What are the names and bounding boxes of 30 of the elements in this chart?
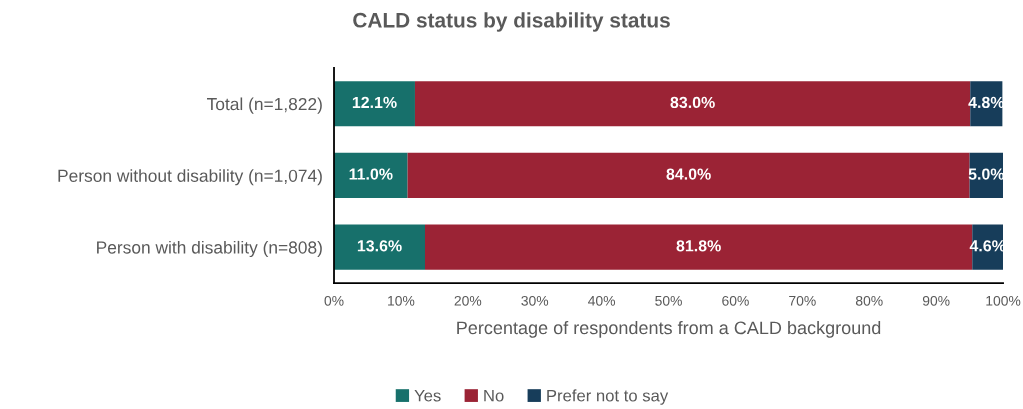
y-tick-label: Total (n=1,822) — [207, 97, 322, 114]
x-tick-label: 70% — [789, 295, 816, 306]
data-label: 12.1% — [352, 96, 397, 108]
x-tick-label: 50% — [655, 295, 682, 306]
x-tick-label: 30% — [521, 295, 549, 306]
x-tick-label: 20% — [454, 295, 482, 306]
legend-label: No — [484, 389, 504, 402]
data-label: 83.0% — [670, 96, 715, 109]
data-label: 84.0% — [666, 168, 711, 180]
y-tick-label: Person without disability (n=1,074) — [58, 169, 322, 186]
bar — [334, 152, 408, 199]
legend-label: Prefer not to say — [547, 389, 669, 405]
x-tick-label: 60% — [722, 295, 749, 306]
chart-title: CALD status by disability status — [353, 12, 670, 32]
x-tick-label: 80% — [855, 295, 883, 306]
x-tick-label: 40% — [588, 295, 616, 306]
data-label: 81.8% — [676, 240, 721, 252]
bar — [334, 81, 415, 127]
x-tick-label: 90% — [922, 295, 950, 306]
bar — [334, 224, 425, 270]
y-tick-label: Person with disability (n=808) — [97, 240, 322, 258]
bar — [407, 152, 970, 199]
legend-label: Yes — [414, 389, 441, 402]
data-label: 5.0% — [968, 168, 1005, 180]
x-tick-label: 100% — [986, 295, 1021, 306]
x-tick-label: 10% — [388, 295, 415, 306]
x-tick-label: 0% — [324, 295, 344, 306]
x-axis-title: Percentage of respondents from a CALD background — [457, 320, 881, 338]
data-label: 13.6% — [357, 240, 402, 252]
data-label: 11.0% — [349, 168, 393, 180]
